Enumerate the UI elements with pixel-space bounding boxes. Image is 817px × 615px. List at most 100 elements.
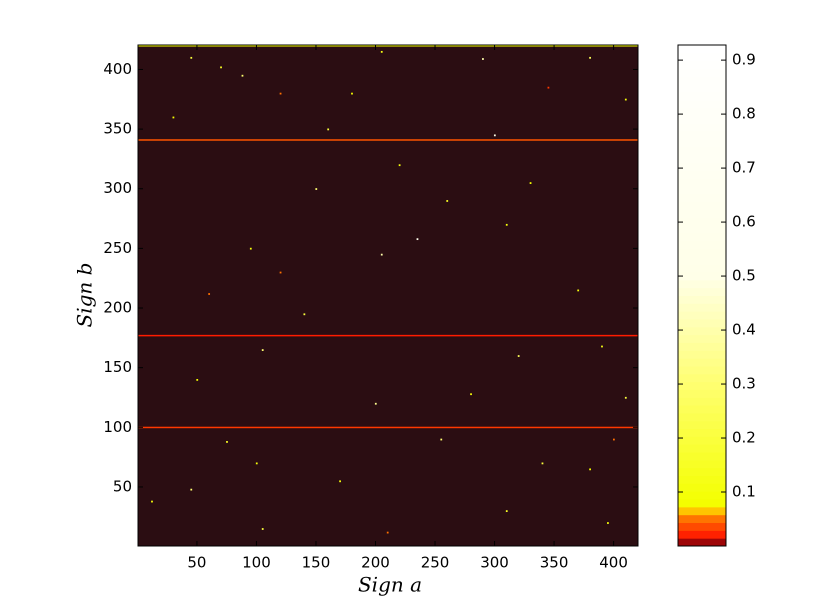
colorbar-step: [678, 123, 726, 132]
heatmap-cell: [589, 56, 591, 59]
colorbar-step: [678, 138, 726, 148]
x-tick-label: 250: [421, 554, 450, 572]
y-tick-label: 200: [103, 299, 132, 317]
colorbar-step: [678, 279, 726, 289]
colorbar-step: [678, 334, 726, 343]
x-axis-label: Sign a: [358, 573, 422, 597]
heatmap-cell: [261, 528, 264, 530]
heatmap-cell: [303, 313, 306, 316]
colorbar-step: [678, 217, 726, 226]
colorbar-step: [678, 256, 726, 265]
colorbar-step: [678, 248, 726, 257]
heatmap-cell: [255, 462, 258, 465]
colorbar-step: [678, 76, 726, 85]
heatmap-cell: [493, 134, 496, 137]
colorbar-step: [678, 52, 726, 62]
x-tick-label: 350: [540, 554, 569, 572]
colorbar-tick-label: 0.1: [732, 483, 756, 501]
colorbar-step: [678, 201, 726, 210]
colorbar-step: [678, 373, 726, 383]
colorbar-step: [678, 162, 726, 171]
colorbar-step: [678, 491, 726, 500]
heatmap-cell: [446, 200, 449, 202]
colorbar-tick-label: 0.5: [732, 267, 756, 285]
colorbar-step: [678, 342, 726, 351]
colorbar-step: [678, 444, 726, 453]
colorbar-step: [678, 405, 726, 414]
heatmap-cell: [261, 349, 264, 351]
heatmap-cell: [226, 441, 228, 443]
colorbar-tick-label: 0.2: [732, 429, 756, 447]
colorbar-frame: [677, 44, 727, 547]
colorbar-step: [678, 60, 726, 69]
heatmap-cell: [351, 92, 353, 95]
colorbar-tick-label: 0.7: [732, 159, 756, 177]
x-tick-label: 150: [302, 554, 331, 572]
colorbar-step: [678, 107, 726, 116]
colorbar-step: [678, 311, 726, 320]
heatmap-cell: [505, 510, 508, 513]
plot-frame: [137, 44, 639, 547]
heatmap-cell: [327, 128, 330, 131]
heatmap-cell: [190, 56, 193, 59]
colorbar-step: [678, 326, 726, 336]
colorbar-step: [678, 295, 726, 304]
heatmap-cell: [190, 488, 193, 491]
x-tick-label: 400: [599, 554, 628, 572]
colorbar-step: [678, 522, 726, 531]
heatmap-background: [138, 45, 638, 546]
x-tick-label: 100: [242, 554, 271, 572]
y-tick-label: 350: [103, 120, 132, 138]
colorbar-step: [678, 483, 726, 492]
heatmap-cell: [196, 379, 199, 381]
heatmap-cell: [624, 396, 627, 399]
colorbar-step: [678, 499, 726, 508]
heatmap-cell: [505, 223, 508, 226]
colorbar-step: [678, 45, 726, 54]
heatmap-cell: [398, 164, 401, 167]
heatmap-row: [138, 139, 638, 141]
heatmap-row: [138, 45, 638, 47]
colorbar-step: [678, 530, 726, 539]
colorbar-step: [678, 154, 726, 163]
colorbar-step: [678, 170, 726, 179]
heatmap-row: [138, 426, 638, 429]
colorbar-step: [678, 318, 726, 328]
colorbar-step: [678, 91, 726, 101]
colorbar-step: [678, 436, 726, 445]
heatmap-cell: [601, 345, 603, 348]
heatmap-cell: [482, 58, 484, 60]
x-tick-label: 50: [187, 554, 206, 572]
colorbar-step: [678, 428, 726, 437]
colorbar-step: [678, 475, 726, 484]
colorbar-tick-label: 0.4: [732, 321, 756, 339]
y-axis-label: Sign b: [73, 263, 97, 328]
y-tick-label: 400: [103, 60, 132, 78]
colorbar-step: [678, 467, 726, 477]
colorbar-step: [678, 381, 726, 390]
heatmap-cell: [613, 438, 615, 441]
heatmap-cell: [529, 182, 532, 184]
colorbar-step: [678, 225, 726, 234]
colorbar-step: [678, 358, 726, 367]
colorbar-step: [678, 365, 726, 375]
heatmap-cell: [151, 500, 153, 503]
x-tick-label: 200: [361, 554, 390, 572]
heatmap-cell: [624, 98, 627, 101]
colorbar-step: [678, 193, 726, 203]
colorbar-step: [678, 412, 726, 422]
heatmap-cell: [380, 253, 383, 256]
heatmap-cell: [374, 402, 377, 405]
heatmap-cell: [607, 522, 609, 524]
heatmap-cell: [315, 188, 318, 190]
colorbar-step: [678, 209, 726, 218]
colorbar-step: [678, 178, 726, 187]
colorbar-tick-label: 0.6: [732, 213, 756, 231]
heatmap-row: [138, 334, 638, 337]
colorbar-step: [678, 84, 726, 93]
x-tick-label: 300: [480, 554, 509, 572]
colorbar-step: [678, 389, 726, 398]
colorbar-step: [678, 287, 726, 296]
colorbar-step: [678, 397, 726, 406]
